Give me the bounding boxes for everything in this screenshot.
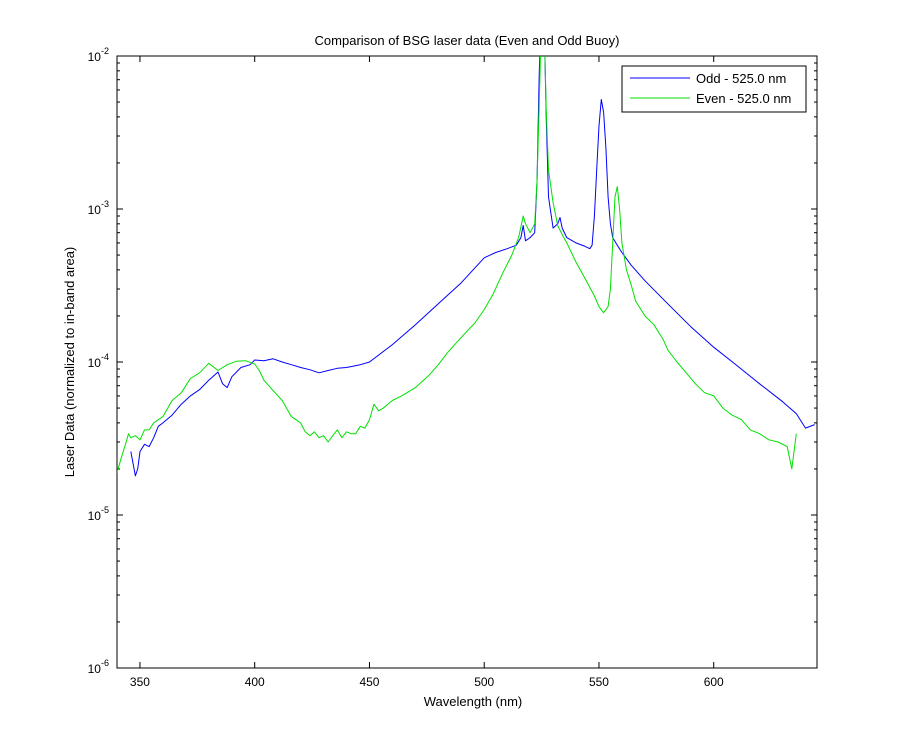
series-line-odd <box>130 56 815 477</box>
plot-area <box>116 55 818 669</box>
y-tick-label: 10-3 <box>88 199 109 217</box>
series-line-even <box>117 56 797 473</box>
x-tick-label: 550 <box>589 675 609 689</box>
x-tick-label: 350 <box>130 675 150 689</box>
x-tick-label: 400 <box>245 675 265 689</box>
y-tick-label: 10-4 <box>88 352 109 370</box>
x-tick-label: 450 <box>359 675 379 689</box>
x-axis-label: Wavelength (nm) <box>424 694 523 709</box>
y-axis-label: Laser Data (normalized to in-band area) <box>62 247 77 478</box>
x-tick-label: 600 <box>704 675 724 689</box>
legend: Odd - 525.0 nm Even - 525.0 nm <box>621 65 807 113</box>
x-tick-label: 500 <box>474 675 494 689</box>
y-tick-label: 10-2 <box>88 46 109 64</box>
legend-label-even: Even - 525.0 nm <box>696 91 791 106</box>
legend-box <box>621 65 807 113</box>
axis-ticks: 350 400 450 500 550 600 10-6 10-5 10-4 10-3 10-2 <box>88 46 817 689</box>
series-lines <box>117 56 815 477</box>
chart-title: Comparison of BSG laser data (Even and O… <box>315 33 620 48</box>
legend-label-odd: Odd - 525.0 nm <box>696 71 786 86</box>
y-tick-label: 10-5 <box>88 505 109 523</box>
y-tick-label: 10-6 <box>88 658 109 676</box>
